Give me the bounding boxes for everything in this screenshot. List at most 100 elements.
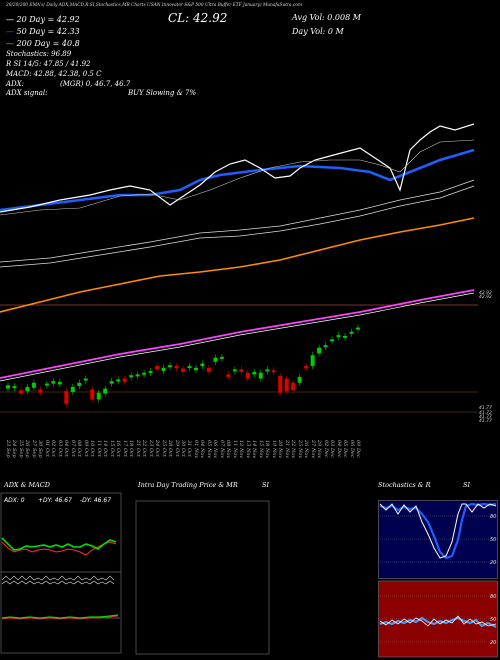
date-tick-34: 08 Nov xyxy=(225,440,232,459)
ema20-swatch: — xyxy=(6,15,17,24)
date-tick-39: 15 Nov xyxy=(257,440,264,459)
candle-52 xyxy=(343,332,348,341)
candle-33 xyxy=(219,353,224,362)
candle-12 xyxy=(83,375,88,384)
adx-legend: ADX: xyxy=(6,80,25,88)
candle-43 xyxy=(284,375,289,395)
price-label-5: 41.77 xyxy=(479,418,492,424)
candle-48 xyxy=(317,344,322,357)
adx-red-line xyxy=(1,541,117,556)
ema50-legend-text: 50 Day = 42.33 xyxy=(16,27,80,36)
candle-9 xyxy=(64,388,69,407)
date-tick-28: 31 Oct xyxy=(186,440,193,457)
candle-46 xyxy=(304,363,309,372)
candle-24 xyxy=(161,364,166,375)
date-tick-12: 09 Oct xyxy=(82,440,89,457)
avg-volume-label: Avg Vol: 0.008 M xyxy=(292,13,361,22)
candle-15 xyxy=(103,385,108,397)
candle-35 xyxy=(232,366,237,375)
rsi-blue-line xyxy=(379,616,497,628)
date-tick-36: 12 Nov xyxy=(238,440,245,459)
gridlines xyxy=(0,304,478,413)
candle-2 xyxy=(18,387,23,397)
pdy-value-label: +DY: 46.67 xyxy=(38,497,72,504)
candle-30 xyxy=(200,360,205,370)
date-tick-10: 07 Oct xyxy=(69,440,76,457)
date-tick-46: 26 Nov xyxy=(303,440,310,459)
candle-27 xyxy=(181,365,185,375)
candle-28 xyxy=(187,363,192,372)
date-tick-42: 20 Nov xyxy=(277,440,284,459)
date-tick-8: 03 Oct xyxy=(56,440,63,457)
date-tick-23: 24 Oct xyxy=(154,440,161,457)
ema20-legend: — 20 Day = 42.92 xyxy=(6,15,80,24)
ema200-swatch: — xyxy=(6,39,17,48)
price-label-2: 41.77 xyxy=(479,405,492,411)
candle-5 xyxy=(38,386,43,396)
candle-41 xyxy=(271,367,276,376)
date-tick-16: 15 Oct xyxy=(108,440,115,457)
mdy-value-label: -DY: 46.67 xyxy=(80,497,111,504)
chart-header-title: 20/20/200 EMA's/ Daily ADX,MACD,R SI,Sto… xyxy=(6,3,303,8)
date-tick-22: 23 Oct xyxy=(147,440,154,457)
candle-23 xyxy=(155,363,160,373)
date-tick-1: 24 Sep xyxy=(11,440,18,458)
stoch-tick-80: 80 xyxy=(490,514,496,520)
rsi-white-line xyxy=(379,615,497,627)
candle-37 xyxy=(245,369,250,382)
upper-band-line-2 xyxy=(0,185,475,268)
stoch-tick-50: 50 xyxy=(490,537,496,543)
date-tick-54: 09 Dec xyxy=(355,440,361,458)
rsi-tick-20: 20 xyxy=(490,640,496,646)
candle-39 xyxy=(258,369,263,382)
candle-32 xyxy=(213,354,218,365)
candle-53 xyxy=(349,328,354,337)
rsi-tick-50: 50 xyxy=(490,617,496,623)
adx-signal-legend: ADX signal: xyxy=(6,89,48,97)
candles xyxy=(6,324,360,407)
candle-0 xyxy=(6,382,10,392)
date-tick-20: 21 Oct xyxy=(134,440,141,457)
ema200-legend-text: 200 Day = 40.8 xyxy=(16,39,80,48)
date-tick-44: 22 Nov xyxy=(290,440,297,459)
candle-14 xyxy=(96,389,101,403)
ema20-dotted-line xyxy=(0,139,475,216)
ema-lines xyxy=(0,123,475,382)
ema200-line xyxy=(0,217,475,313)
macd-legend: MACD: 42.88, 42.38, 0.5 C xyxy=(6,70,102,78)
date-tick-13: 10 Oct xyxy=(89,440,96,457)
candle-19 xyxy=(129,372,134,381)
adx-panel-title: ADX & MACD xyxy=(4,481,50,489)
ema50-swatch: — xyxy=(6,27,17,36)
candle-42 xyxy=(278,373,283,396)
price-label-0: 42.92 xyxy=(479,290,492,296)
candle-40 xyxy=(265,366,270,375)
ema20-line xyxy=(0,123,475,213)
date-tick-18: 17 Oct xyxy=(121,440,128,457)
date-tick-49: 02 Dec xyxy=(322,440,329,458)
date-tick-19: 18 Oct xyxy=(128,440,135,457)
buy-signal-legend: BUY Slowing & 7% xyxy=(128,89,197,97)
candle-3 xyxy=(25,383,30,395)
candle-4 xyxy=(31,379,36,391)
date-tick-35: 11 Nov xyxy=(231,440,238,459)
candle-51 xyxy=(336,332,341,341)
date-tick-32: 06 Nov xyxy=(212,440,219,459)
macd-white-lines xyxy=(1,575,115,585)
candle-18 xyxy=(122,375,127,385)
date-axis: 23 Sep 24 Sep 25 Sep 26 Sep 27 Sep 30 Sep 01 O… xyxy=(0,440,500,480)
date-tick-53: 06 Dec xyxy=(348,440,355,458)
date-tick-3: 26 Sep xyxy=(24,440,31,458)
date-tick-6: 01 Oct xyxy=(43,440,50,457)
mgr-legend: (MGR) 0, 46.7, 46.7 xyxy=(60,80,131,88)
date-tick-43: 21 Nov xyxy=(283,440,290,459)
intraday-panel xyxy=(135,500,270,655)
date-tick-37: 13 Nov xyxy=(244,440,251,459)
date-tick-21: 22 Oct xyxy=(141,440,148,457)
adx-green-line xyxy=(1,537,117,551)
date-tick-11: 08 Oct xyxy=(76,440,83,457)
candle-49 xyxy=(323,342,328,351)
candle-20 xyxy=(135,371,140,380)
date-tick-24: 25 Oct xyxy=(160,440,167,457)
